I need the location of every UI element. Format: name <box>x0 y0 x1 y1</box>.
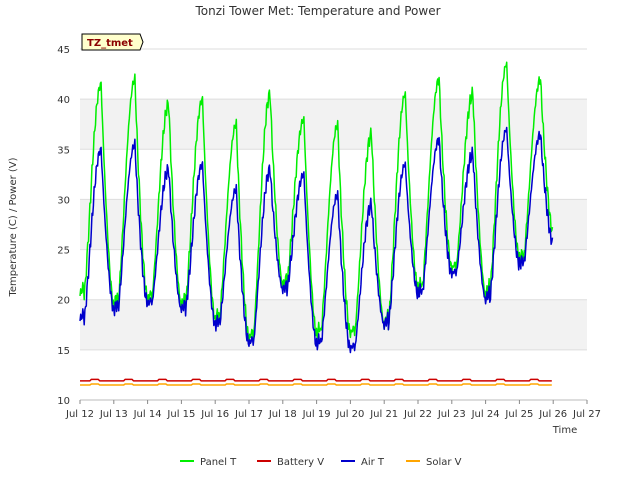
plot-band <box>80 299 587 350</box>
x-tick-label: Jul 23 <box>437 409 466 420</box>
plot-background <box>80 49 587 400</box>
plot-band <box>80 249 587 300</box>
y-axis: 10 15 20 25 30 35 40 45 <box>57 45 70 407</box>
x-axis-title: Time <box>552 425 577 436</box>
solar-v-line <box>80 383 552 386</box>
x-tick-label: Jul 22 <box>403 409 432 420</box>
x-tick-label: Jul 17 <box>234 409 263 420</box>
x-tick-label: Jul 24 <box>471 409 500 420</box>
x-tick-label: Jul 15 <box>166 409 195 420</box>
y-tick-label: 20 <box>57 296 70 307</box>
y-tick-label: 15 <box>57 346 70 357</box>
plot-band <box>80 49 587 100</box>
chart-title: Tonzi Tower Met: Temperature and Power <box>194 4 440 18</box>
badge-box <box>81 33 144 51</box>
x-tick-label: Jul 19 <box>302 409 331 420</box>
y-tick-label: 40 <box>57 95 70 106</box>
y-tick-label: 45 <box>57 45 70 56</box>
x-tick-label: Jul 20 <box>335 409 364 420</box>
x-tick-label: Jul 13 <box>99 409 128 420</box>
x-tick-label: Jul 14 <box>133 409 162 420</box>
x-axis: Jul 12 Jul 13 Jul 14 Jul 15 Jul 16 Jul 17 Jul … <box>65 399 601 420</box>
air-t-line <box>79 126 554 354</box>
x-tick-label: Jul 27 <box>572 409 601 420</box>
plot-band <box>80 349 587 400</box>
legend-label: Battery V <box>277 457 324 468</box>
legend: Panel T Battery V Air T Solar V <box>180 457 462 468</box>
legend-label: Air T <box>361 457 385 468</box>
x-tick-label: Jul 12 <box>65 409 94 420</box>
y-tick-label: 30 <box>57 195 70 206</box>
x-tick-label: Jul 16 <box>200 409 229 420</box>
x-tick-label: Jul 25 <box>504 409 533 420</box>
y-tick-label: 10 <box>57 396 70 407</box>
y-tick-label: 35 <box>57 145 70 156</box>
site-badge: TZ_tmet <box>81 33 144 51</box>
x-tick-label: Jul 21 <box>369 409 398 420</box>
badge-text: TZ_tmet <box>87 38 133 49</box>
series-group <box>79 61 554 386</box>
y-tick-label: 25 <box>57 246 70 257</box>
x-tick-label: Jul 18 <box>268 409 297 420</box>
x-tick-label: Jul 26 <box>538 409 567 420</box>
legend-label: Panel T <box>200 457 237 468</box>
legend-label: Solar V <box>426 457 462 468</box>
y-axis-title: Temperature (C) / Power (V) <box>8 157 19 297</box>
panel-t-line <box>79 61 554 343</box>
battery-v-line <box>80 378 552 382</box>
